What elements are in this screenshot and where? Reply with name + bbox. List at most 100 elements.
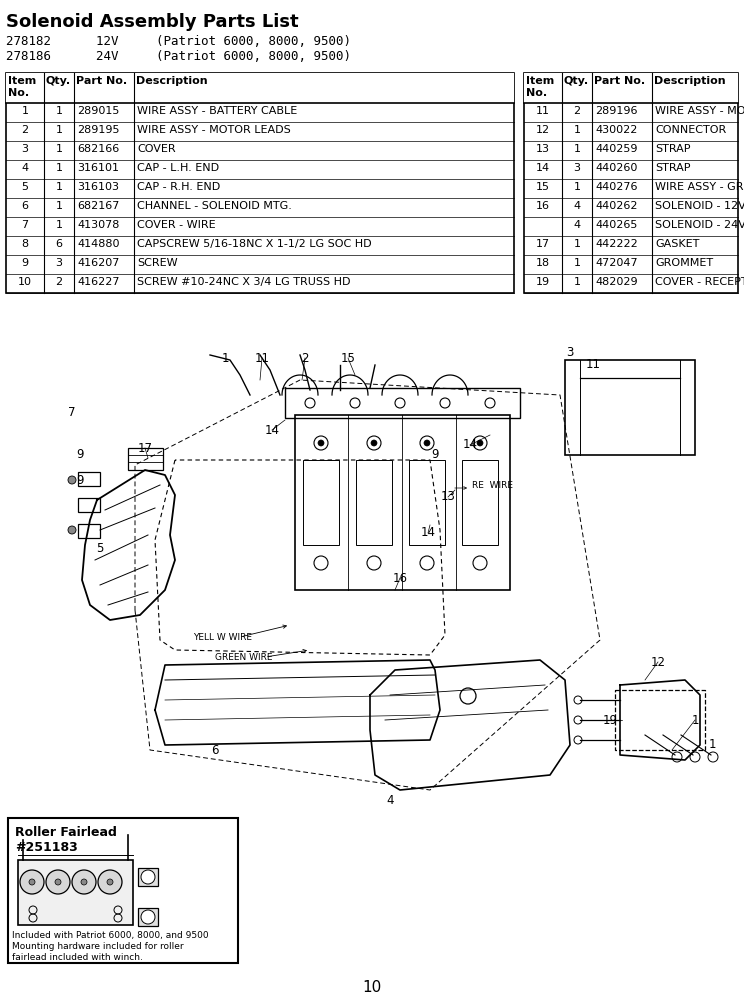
Circle shape [141,910,155,924]
Text: 416227: 416227 [77,277,120,287]
Text: SCREW #10-24NC X 3/4 LG TRUSS HD: SCREW #10-24NC X 3/4 LG TRUSS HD [137,277,350,287]
Bar [524,73,738,293]
Bar [8,818,238,963]
Circle shape [72,870,96,894]
Bar [295,415,510,590]
Text: 17: 17 [536,239,550,249]
Text: 13: 13 [440,490,455,504]
Text: 2: 2 [301,352,309,365]
Text: 278182      12V     (Patriot 6000, 8000, 9500): 278182 12V (Patriot 6000, 8000, 9500) [6,35,351,48]
Text: 2: 2 [574,106,580,116]
Text: 3: 3 [22,144,28,154]
Bar [615,690,705,750]
Text: 316101: 316101 [77,163,119,173]
Text: Roller Fairlead
#251183: Roller Fairlead #251183 [15,826,117,854]
Bar [6,73,514,293]
Text: Part No.: Part No. [76,76,127,86]
Text: CAP - R.H. END: CAP - R.H. END [137,182,220,192]
Text: 278186      24V     (Patriot 6000, 8000, 9500): 278186 24V (Patriot 6000, 8000, 9500) [6,50,351,63]
Text: 16: 16 [536,201,550,211]
Text: 10: 10 [362,980,382,994]
Text: 5: 5 [96,542,103,555]
Text: 440259: 440259 [595,144,638,154]
Text: CAP - L.H. END: CAP - L.H. END [137,163,219,173]
Text: COVER - WIRE: COVER - WIRE [137,220,216,230]
Text: 2: 2 [22,125,28,135]
Text: 19: 19 [603,714,618,727]
Text: 14: 14 [536,163,550,173]
Text: 1: 1 [574,144,580,154]
Text: 9: 9 [76,448,84,461]
Text: CONNECTOR: CONNECTOR [655,125,726,135]
Bar [303,460,339,545]
Text: 1: 1 [56,125,62,135]
Text: Part No.: Part No. [594,76,645,86]
Text: fairlead included with winch.: fairlead included with winch. [12,953,143,962]
Text: 19: 19 [536,277,550,287]
Text: 2: 2 [56,277,62,287]
Text: 14: 14 [265,423,280,436]
Text: GASKET: GASKET [655,239,699,249]
Bar [138,868,158,886]
Bar [128,448,163,470]
Text: 4: 4 [386,793,394,806]
Bar [409,460,445,545]
Text: 3: 3 [574,163,580,173]
Text: 6: 6 [211,744,219,756]
Text: 9: 9 [22,258,28,268]
Circle shape [68,526,76,534]
Text: 7: 7 [68,406,76,418]
Text: Item
No.: Item No. [8,76,36,97]
Text: 11: 11 [586,359,600,372]
Circle shape [46,870,70,894]
Text: 1: 1 [56,106,62,116]
Bar [285,388,520,418]
Bar [524,73,738,103]
Text: STRAP: STRAP [655,144,690,154]
Text: 12: 12 [536,125,550,135]
Circle shape [81,879,87,885]
Text: 11: 11 [254,352,269,365]
Text: 11: 11 [536,106,550,116]
Text: Description: Description [654,76,725,86]
Text: COVER: COVER [137,144,176,154]
Text: 416207: 416207 [77,258,119,268]
Circle shape [141,870,155,884]
Text: 12: 12 [650,655,665,669]
Text: CHANNEL - SOLENOID MTG.: CHANNEL - SOLENOID MTG. [137,201,292,211]
Circle shape [20,870,44,894]
Text: 5: 5 [22,182,28,192]
Text: 1: 1 [22,106,28,116]
Text: 1: 1 [574,239,580,249]
Text: 18: 18 [536,258,550,268]
Text: 14: 14 [420,527,435,540]
Text: GREEN WIRE: GREEN WIRE [215,653,272,662]
Bar [18,860,133,925]
Text: 10: 10 [18,277,32,287]
Bar [6,73,514,103]
Text: Included with Patriot 6000, 8000, and 9500: Included with Patriot 6000, 8000, and 95… [12,931,208,940]
Text: YELL W WIRE: YELL W WIRE [193,633,252,642]
Text: 472047: 472047 [595,258,638,268]
Text: WIRE ASSY - BATTERY CABLE: WIRE ASSY - BATTERY CABLE [137,106,298,116]
Text: 316103: 316103 [77,182,119,192]
Text: 440265: 440265 [595,220,638,230]
Bar [565,360,695,455]
Circle shape [318,440,324,446]
Text: 15: 15 [341,352,356,365]
Text: 289196: 289196 [595,106,638,116]
Text: 1: 1 [574,277,580,287]
Text: 8: 8 [22,239,28,249]
Text: GROMMET: GROMMET [655,258,713,268]
Text: 17: 17 [138,441,153,454]
Text: 442222: 442222 [595,239,638,249]
Text: 6: 6 [22,201,28,211]
Circle shape [371,440,377,446]
Text: WIRE ASSY - MOTOR LEAD: WIRE ASSY - MOTOR LEAD [655,106,744,116]
Text: 1: 1 [56,201,62,211]
Text: 289195: 289195 [77,125,120,135]
Bar [462,460,498,545]
Text: 1: 1 [691,714,699,727]
Circle shape [55,879,61,885]
Text: 15: 15 [536,182,550,192]
